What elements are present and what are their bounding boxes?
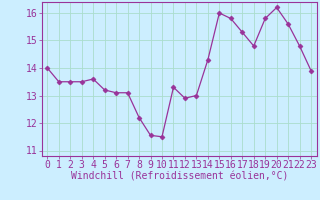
X-axis label: Windchill (Refroidissement éolien,°C): Windchill (Refroidissement éolien,°C)	[70, 172, 288, 182]
